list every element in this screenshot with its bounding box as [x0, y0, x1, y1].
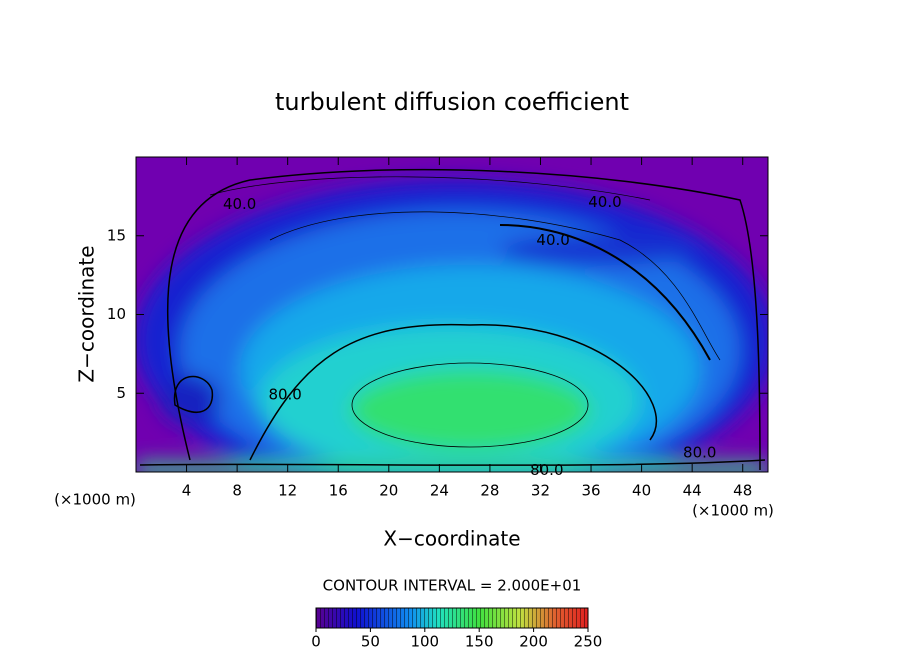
x-tick-label: 32 [531, 482, 550, 500]
x-tick-label: 12 [278, 482, 297, 500]
x-unit-label: (×1000 m) [54, 491, 136, 509]
colorbar-tick-label: 0 [311, 633, 321, 651]
colorbar-tick-label: 100 [410, 633, 439, 651]
x-unit-label: (×1000 m) [692, 502, 774, 520]
colorbar-tick-label: 200 [519, 633, 548, 651]
x-tick-label: 8 [232, 482, 242, 500]
x-axis-label: X−coordinate [383, 527, 520, 551]
contour-label: 40.0 [223, 195, 256, 213]
x-tick-label: 24 [430, 482, 449, 500]
y-tick-label: 10 [107, 305, 126, 323]
colorbar-tick-label: 250 [574, 633, 603, 651]
x-tick-label: 20 [379, 482, 398, 500]
x-tick-label: 4 [182, 482, 192, 500]
x-tick-label: 36 [581, 482, 600, 500]
contour-interval: CONTOUR INTERVAL = 2.000E+01 [323, 577, 582, 595]
colorbar-tick-label: 50 [361, 633, 380, 651]
x-tick-label: 16 [329, 482, 348, 500]
colorbar-tick-label: 150 [465, 633, 494, 651]
contour-field [136, 157, 768, 472]
x-tick-label: 44 [683, 482, 702, 500]
y-axis-label: Z−coordinate [75, 245, 99, 382]
chart-title: turbulent diffusion coefficient [275, 88, 629, 116]
x-tick-label: 40 [632, 482, 651, 500]
y-tick-label: 15 [107, 226, 126, 244]
contour-label: 80.0 [683, 444, 716, 462]
colorbar-frame [315, 607, 589, 629]
contour-label: 40.0 [588, 193, 621, 211]
contour-label: 80.0 [268, 385, 301, 403]
x-tick-label: 28 [480, 482, 499, 500]
y-tick-label: 5 [116, 384, 126, 402]
contour-label: 80.0 [530, 461, 563, 479]
x-tick-label: 48 [733, 482, 752, 500]
contour-label: 40.0 [536, 231, 569, 249]
